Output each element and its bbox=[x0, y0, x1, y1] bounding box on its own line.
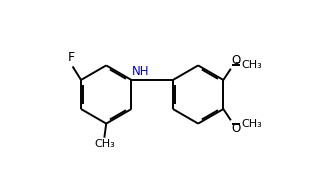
Text: CH₃: CH₃ bbox=[241, 60, 262, 70]
Text: CH₃: CH₃ bbox=[94, 139, 115, 149]
Text: F: F bbox=[68, 51, 75, 64]
Text: CH₃: CH₃ bbox=[241, 119, 262, 129]
Text: –: – bbox=[234, 57, 240, 67]
Text: O: O bbox=[232, 122, 241, 135]
Text: O: O bbox=[232, 54, 241, 67]
Text: NH: NH bbox=[132, 65, 150, 78]
